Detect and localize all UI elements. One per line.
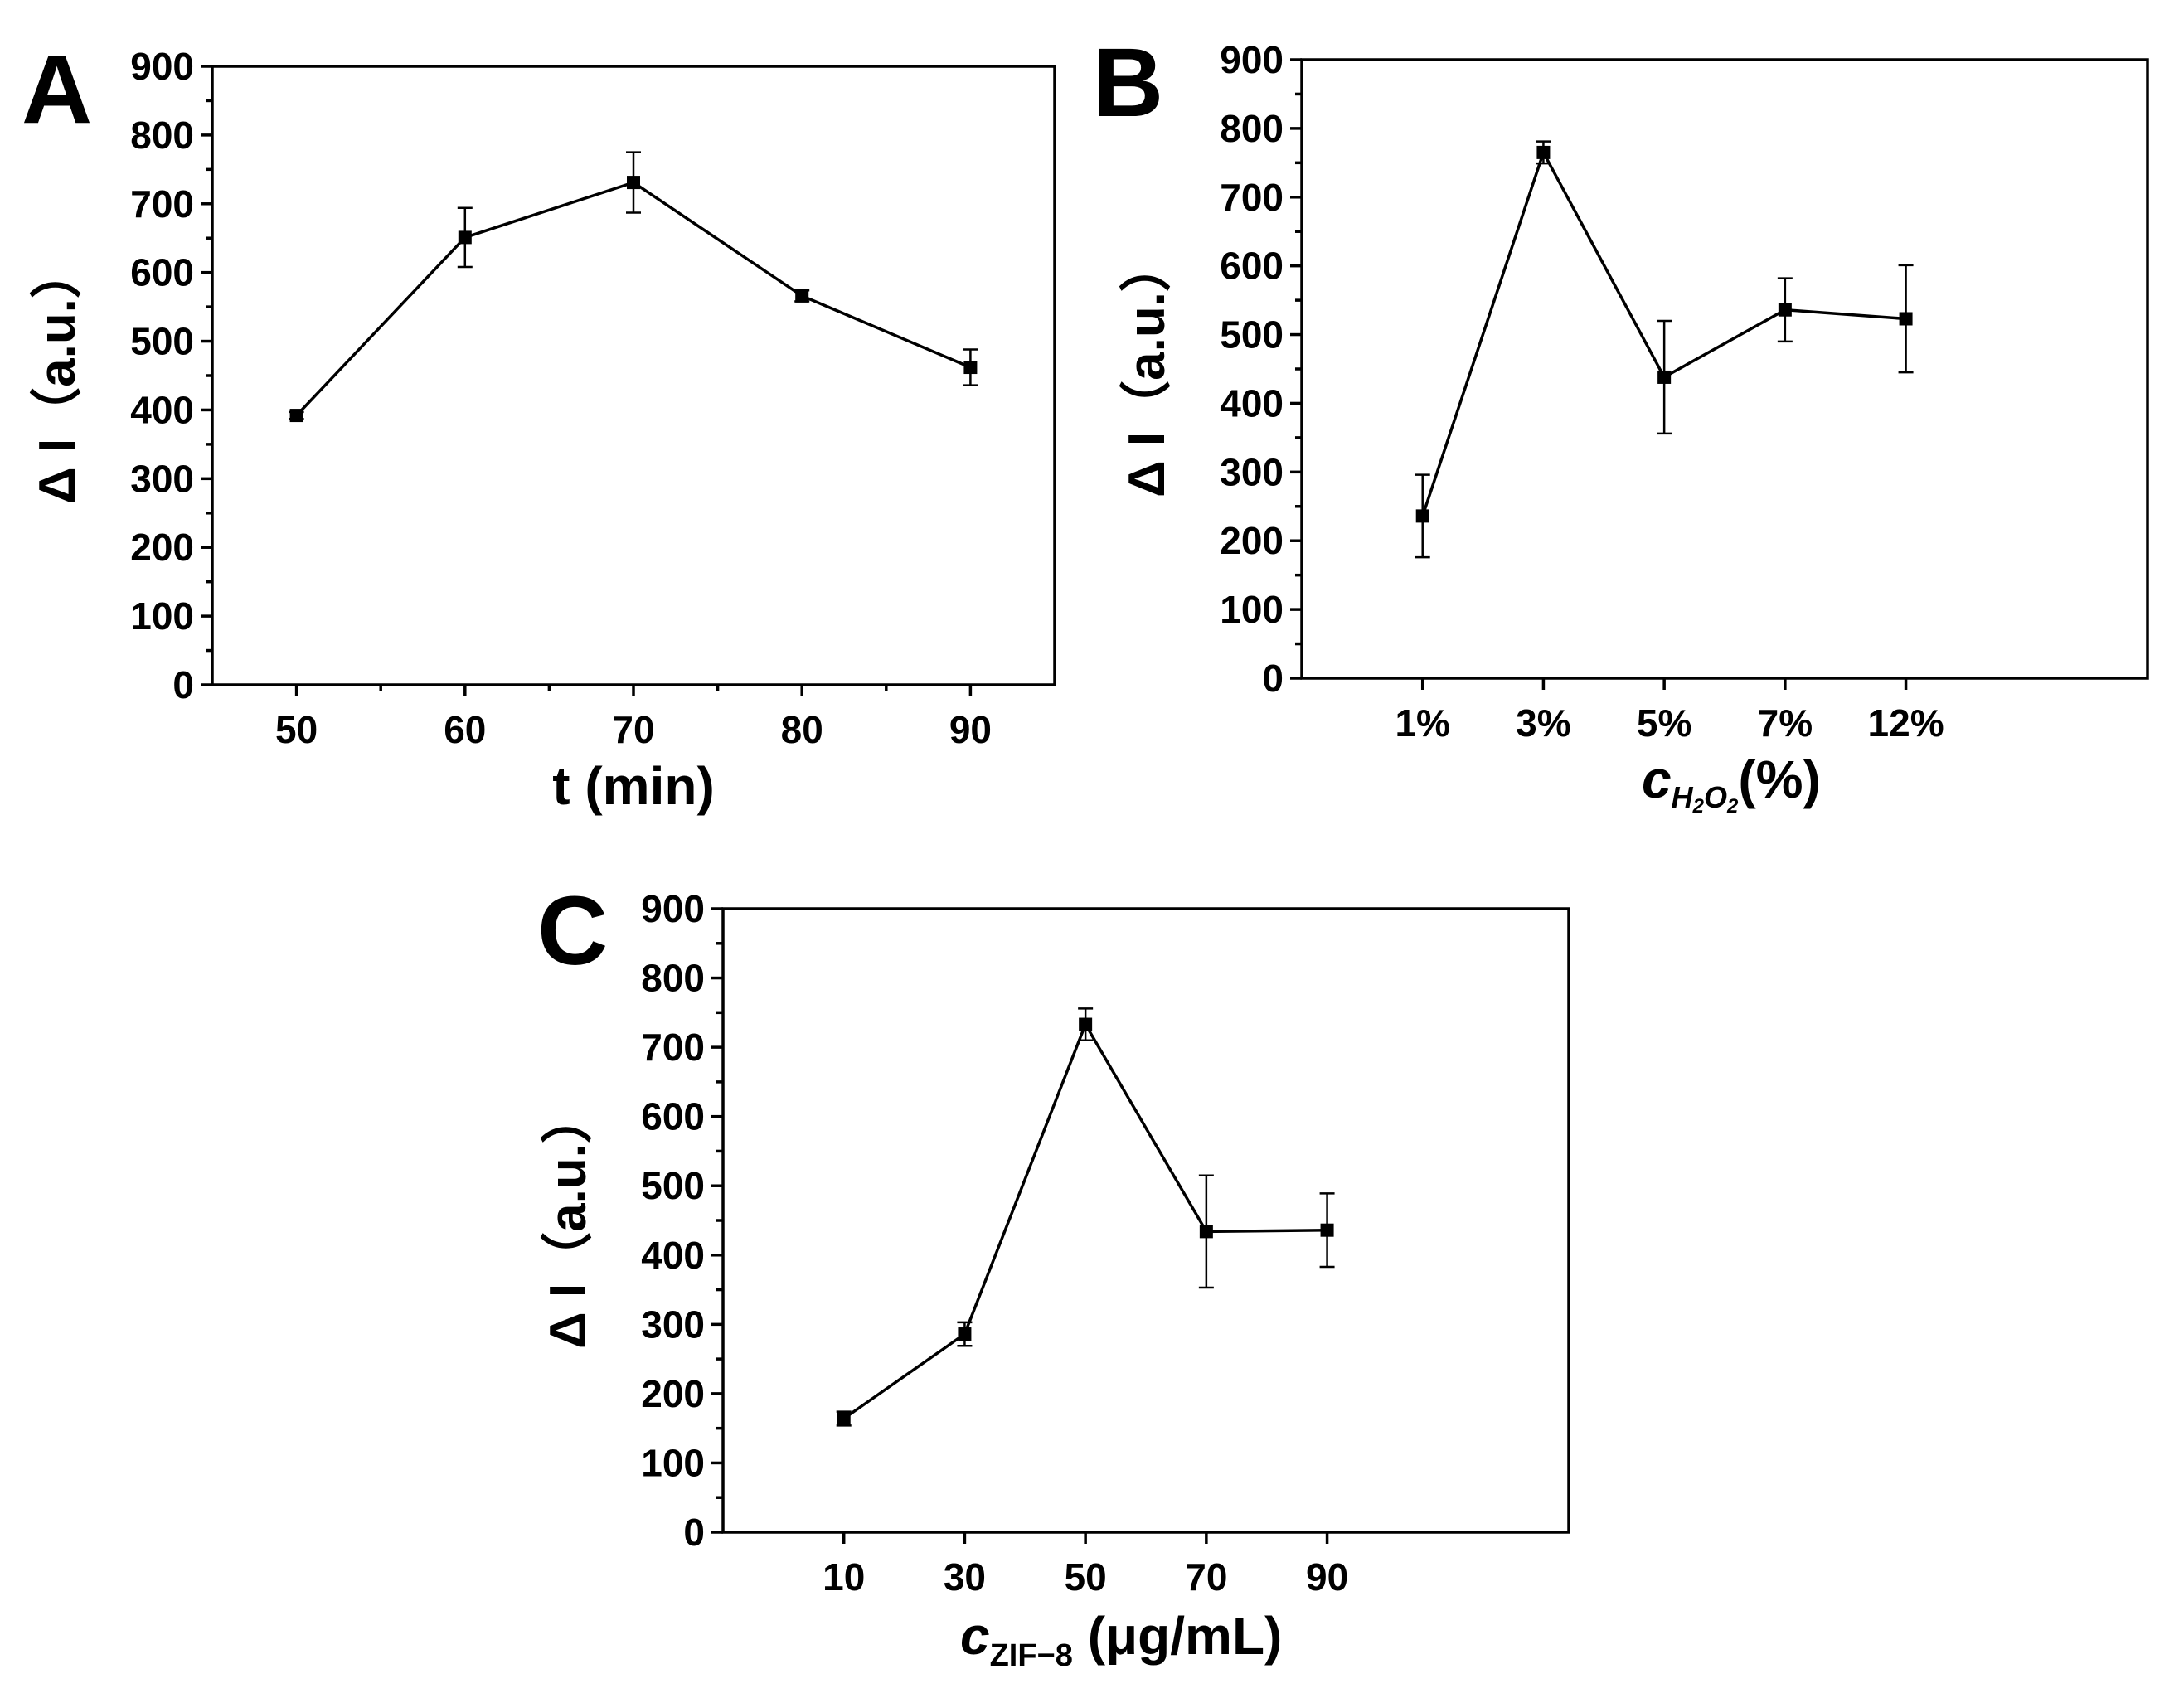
y-tick-label: 800 [641, 957, 705, 1000]
x-tick-labels-c: 10 30 50 70 90 [823, 1555, 1348, 1599]
x-tick-label: 50 [1065, 1555, 1107, 1599]
y-tick-label: 0 [683, 1511, 705, 1554]
data-point [1899, 312, 1913, 326]
x-tick-label: 70 [1185, 1555, 1227, 1599]
panel-label-a: A [22, 35, 92, 144]
x-tick-label: 3% [1516, 701, 1570, 745]
x-tick-labels-b: 1% 3% 5% 7% 12% [1395, 701, 1944, 745]
data-point [1079, 1017, 1093, 1031]
data-point [627, 176, 640, 190]
y-tick-label: 400 [641, 1234, 705, 1277]
y-tick-label: 200 [641, 1372, 705, 1415]
x-tick-label: 30 [944, 1555, 986, 1599]
data-point [795, 289, 809, 303]
y-tick-label: 400 [130, 388, 194, 431]
y-tick-label: 700 [1220, 176, 1284, 219]
series-line [842, 1022, 1327, 1420]
x-tick-label: 90 [1306, 1555, 1348, 1599]
series-c [836, 1007, 1335, 1427]
y-tick-label: 0 [172, 663, 194, 706]
x-tick-label: 90 [949, 708, 992, 751]
y-tick-label: 400 [1220, 381, 1284, 424]
y-tick-labels-a: 0 100 200 300 400 500 600 700 800 900 [130, 45, 194, 706]
data-point [837, 1411, 851, 1425]
y-tick-label: 500 [130, 320, 194, 363]
data-point [963, 361, 978, 375]
x-tick-label: 5% [1637, 701, 1691, 745]
y-axis-label-c: Δ I（a.u.） [539, 1092, 597, 1349]
x-tick-label: 10 [823, 1555, 865, 1599]
x-axis-label-b: cH2O2(%) [1642, 750, 1821, 817]
x-tick-labels-a: 50 60 70 80 90 [275, 708, 992, 751]
y-tick-labels-b: 0 100 200 300 400 500 600 700 800 900 [1220, 38, 1284, 700]
panel-label-b: B [1093, 28, 1163, 138]
x-axis-label-a: t (min) [552, 756, 715, 816]
data-point [1536, 145, 1551, 159]
y-tick-label: 600 [1220, 245, 1284, 288]
y-tick-label: 500 [641, 1164, 705, 1207]
x-tick-label: 60 [444, 708, 486, 751]
x-label-sub-h-b: H [1672, 780, 1694, 814]
x-label-sub-c: ZIF−8 [990, 1638, 1073, 1673]
x-label-unit-b: (%) [1738, 750, 1821, 809]
data-point [958, 1327, 972, 1341]
y-tick-label: 800 [130, 114, 194, 157]
x-label-unit-c: (μg/mL) [1073, 1606, 1282, 1666]
x-tick-label: 80 [781, 708, 823, 751]
x-tick-label: 1% [1395, 701, 1449, 745]
chart-panel-a: A 0 100 200 300 400 500 600 700 800 900 50 60 70 80 9… [22, 35, 1056, 816]
y-axis-label-b: Δ I（a.u.） [1118, 240, 1176, 497]
data-point [289, 409, 303, 423]
y-tick-label: 600 [641, 1095, 705, 1138]
y-tick-label: 0 [1262, 657, 1284, 700]
y-axis-label-a: Δ I（a.u.） [28, 247, 86, 504]
y-tick-label: 800 [1220, 107, 1284, 150]
x-label-sub-o-b: O [1704, 780, 1727, 814]
series-line [295, 181, 972, 417]
x-tick-label: 7% [1758, 701, 1813, 745]
y-tick-label: 300 [130, 457, 194, 500]
x-tick-label: 12% [1868, 701, 1944, 745]
x-label-sub-2a-b: 2 [1692, 795, 1705, 817]
data-point [1778, 303, 1792, 317]
x-tick-label: 70 [612, 708, 654, 751]
x-axis-label-c: cZIF−8 (μg/mL) [960, 1606, 1282, 1673]
x-label-var-b: c [1642, 750, 1672, 809]
y-tick-label: 100 [641, 1441, 705, 1484]
data-point [458, 230, 472, 245]
plot-frame-c [721, 907, 1570, 1534]
chart-panel-c: C 0 100 200 300 400 500 600 700 800 900 10 30 50 70 9… [537, 876, 1570, 1673]
y-tick-label: 700 [641, 1026, 705, 1069]
x-label-sub-2b-b: 2 [1726, 795, 1739, 817]
axis-ticks-b [1290, 58, 1908, 690]
y-tick-label: 200 [1220, 519, 1284, 562]
data-point [1415, 509, 1429, 523]
series-a [289, 151, 978, 423]
y-tick-label: 900 [130, 45, 194, 88]
y-tick-label: 900 [1220, 38, 1284, 81]
y-tick-label: 100 [130, 594, 194, 638]
data-point [1199, 1225, 1213, 1239]
y-tick-label: 300 [1220, 450, 1284, 493]
x-label-var-c: c [960, 1606, 990, 1666]
y-tick-labels-c: 0 100 200 300 400 500 600 700 800 900 [641, 887, 705, 1554]
y-tick-label: 600 [130, 251, 194, 294]
axis-ticks-c [711, 907, 1329, 1544]
data-point [1320, 1223, 1334, 1237]
y-tick-label: 300 [641, 1303, 705, 1346]
y-tick-label: 200 [130, 526, 194, 569]
axis-ticks-a [201, 65, 973, 696]
x-tick-label: 50 [275, 708, 318, 751]
y-tick-label: 700 [130, 182, 194, 226]
data-point [1657, 370, 1672, 384]
series-b [1415, 140, 1914, 559]
y-tick-label: 900 [641, 887, 705, 930]
panel-label-c: C [537, 876, 608, 986]
y-tick-label: 100 [1220, 588, 1284, 631]
plot-frame-b [1300, 58, 2149, 680]
y-tick-label: 500 [1220, 313, 1284, 357]
